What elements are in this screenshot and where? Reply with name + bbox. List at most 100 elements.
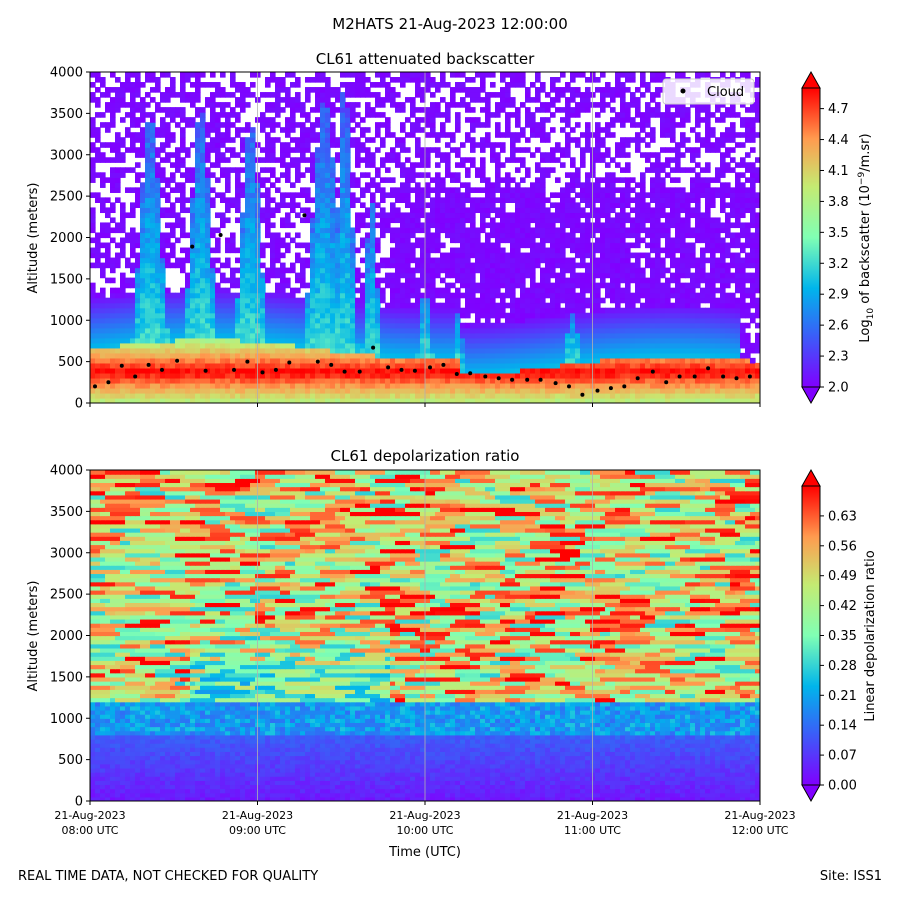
backscatter-cell: [215, 282, 221, 289]
backscatter-cell: [440, 122, 446, 128]
backscatter-cell: [305, 377, 311, 384]
backscatter-cell: [310, 332, 316, 339]
backscatter-cell: [215, 382, 221, 389]
backscatter-cell: [445, 377, 451, 384]
backscatter-cell: [310, 257, 316, 264]
backscatter-cell: [475, 367, 481, 374]
backscatter-cell: [135, 317, 141, 324]
backscatter-cell: [160, 302, 166, 309]
backscatter-cell: [240, 287, 246, 294]
backscatter-cell: [390, 237, 396, 244]
backscatter-cell: [195, 137, 201, 143]
backscatter-cell: [310, 347, 316, 354]
backscatter-cell: [225, 357, 231, 364]
backscatter-cell: [575, 312, 581, 319]
backscatter-cell: [365, 162, 371, 168]
backscatter-cell: [535, 227, 541, 234]
backscatter-cell: [405, 252, 411, 259]
backscatter-cell: [365, 392, 371, 399]
backscatter-cell: [275, 282, 281, 289]
backscatter-cell: [425, 382, 431, 389]
backscatter-cell: [385, 82, 391, 88]
backscatter-cell: [530, 262, 536, 269]
backscatter-cell: [340, 307, 346, 314]
backscatter-cell: [430, 347, 436, 354]
backscatter-cell: [90, 262, 96, 269]
backscatter-cell: [380, 347, 386, 354]
backscatter-cell: [170, 352, 176, 359]
backscatter-cell: [490, 142, 496, 148]
backscatter-cell: [155, 182, 161, 188]
backscatter-cell: [450, 257, 456, 264]
backscatter-cell: [525, 122, 531, 128]
backscatter-cell: [355, 272, 361, 279]
backscatter-cell: [95, 302, 101, 309]
backscatter-cell: [170, 92, 176, 98]
backscatter-cell: [310, 227, 316, 234]
backscatter-cell: [100, 222, 106, 229]
backscatter-cell: [90, 312, 96, 319]
backscatter-cell: [355, 387, 361, 394]
backscatter-cell: [540, 332, 546, 339]
backscatter-cell: [380, 322, 386, 329]
backscatter-cell: [475, 197, 481, 203]
backscatter-cell: [570, 342, 576, 349]
backscatter-cell: [170, 317, 176, 324]
backscatter-cell: [380, 232, 386, 239]
backscatter-cell: [485, 257, 491, 264]
backscatter-cell: [290, 182, 296, 188]
backscatter-cell: [515, 242, 521, 249]
backscatter-cell: [455, 352, 461, 359]
backscatter-cell: [120, 172, 126, 178]
backscatter-cell: [505, 97, 511, 103]
backscatter-cell: [445, 382, 451, 389]
backscatter-cell: [520, 232, 526, 239]
backscatter-cell: [165, 132, 171, 138]
backscatter-cell: [170, 212, 176, 219]
backscatter-cell: [90, 132, 96, 138]
backscatter-cell: [130, 237, 136, 244]
backscatter-cell: [340, 112, 346, 118]
backscatter-cell: [260, 92, 266, 98]
backscatter-cell: [385, 132, 391, 138]
backscatter-cell: [240, 222, 246, 229]
backscatter-cell: [155, 327, 161, 334]
backscatter-cell: [325, 267, 331, 274]
backscatter-cell: [95, 367, 101, 374]
backscatter-cell: [95, 152, 101, 158]
backscatter-cell: [265, 202, 271, 209]
backscatter-cell: [310, 337, 316, 344]
backscatter-cell: [390, 322, 396, 329]
backscatter-cell: [480, 242, 486, 249]
backscatter-cell: [175, 237, 181, 244]
backscatter-cell: [330, 282, 336, 289]
backscatter-cell: [110, 337, 116, 344]
backscatter-cell: [420, 207, 426, 214]
backscatter-cell: [200, 397, 206, 403]
backscatter-cell: [260, 117, 266, 123]
backscatter-cell: [195, 232, 201, 239]
backscatter-cell: [485, 332, 491, 339]
backscatter-cell: [395, 77, 401, 83]
backscatter-cell: [420, 332, 426, 339]
backscatter-cell: [470, 92, 476, 98]
backscatter-cell: [475, 382, 481, 389]
backscatter-cell: [405, 257, 411, 264]
backscatter-cell: [545, 277, 551, 284]
backscatter-cell: [310, 197, 316, 203]
backscatter-cell: [135, 257, 141, 264]
backscatter-cell: [385, 272, 391, 279]
backscatter-cell: [165, 397, 171, 403]
backscatter-cell: [295, 202, 301, 209]
backscatter-cell: [500, 272, 506, 279]
backscatter-cell: [460, 102, 466, 108]
backscatter-cell: [525, 237, 531, 244]
backscatter-cell: [385, 357, 391, 364]
backscatter-cell: [515, 297, 521, 304]
backscatter-cell: [365, 137, 371, 143]
backscatter-cell: [115, 327, 121, 334]
backscatter-cell: [325, 347, 331, 354]
backscatter-cell: [460, 207, 466, 214]
backscatter-cell: [200, 302, 206, 309]
backscatter-cell: [215, 132, 221, 138]
